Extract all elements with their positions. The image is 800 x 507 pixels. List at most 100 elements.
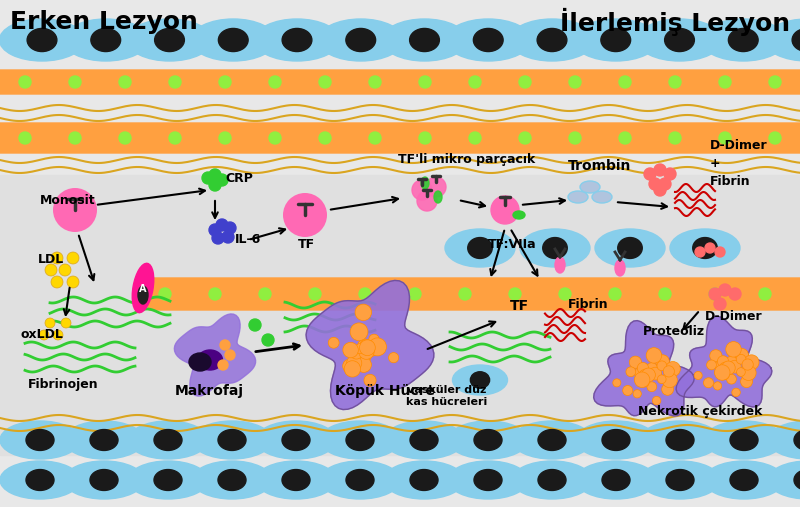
Circle shape <box>721 364 730 373</box>
Ellipse shape <box>192 421 272 459</box>
Circle shape <box>45 264 57 276</box>
Ellipse shape <box>384 421 464 459</box>
Circle shape <box>718 356 729 367</box>
Ellipse shape <box>446 19 530 61</box>
Circle shape <box>639 364 648 373</box>
Circle shape <box>735 348 749 362</box>
Ellipse shape <box>256 461 336 499</box>
Circle shape <box>638 369 652 383</box>
Ellipse shape <box>0 461 80 499</box>
Ellipse shape <box>434 191 442 203</box>
Circle shape <box>369 132 381 144</box>
Ellipse shape <box>768 461 800 499</box>
Circle shape <box>369 338 386 356</box>
Circle shape <box>622 385 633 395</box>
Ellipse shape <box>218 28 248 52</box>
Ellipse shape <box>637 19 722 61</box>
Circle shape <box>662 383 674 395</box>
Circle shape <box>209 169 221 181</box>
Circle shape <box>359 288 371 300</box>
Circle shape <box>459 288 471 300</box>
Ellipse shape <box>445 229 515 267</box>
Ellipse shape <box>601 28 630 52</box>
Circle shape <box>656 355 670 369</box>
Ellipse shape <box>474 429 502 450</box>
Ellipse shape <box>666 429 694 450</box>
Circle shape <box>53 330 63 340</box>
Circle shape <box>729 288 741 300</box>
Circle shape <box>469 132 481 144</box>
Circle shape <box>389 352 398 363</box>
Ellipse shape <box>198 350 222 370</box>
Ellipse shape <box>640 421 720 459</box>
Ellipse shape <box>512 461 592 499</box>
Ellipse shape <box>282 28 312 52</box>
Ellipse shape <box>318 19 403 61</box>
Ellipse shape <box>538 429 566 450</box>
Circle shape <box>769 132 781 144</box>
Circle shape <box>642 368 655 382</box>
Circle shape <box>269 76 281 88</box>
Circle shape <box>366 346 377 356</box>
Circle shape <box>732 388 740 396</box>
Circle shape <box>634 372 650 387</box>
Circle shape <box>350 346 363 359</box>
Text: Fibrin: Fibrin <box>568 298 609 311</box>
Circle shape <box>419 132 431 144</box>
Ellipse shape <box>0 421 80 459</box>
Ellipse shape <box>792 28 800 52</box>
Circle shape <box>262 334 274 346</box>
Ellipse shape <box>510 19 594 61</box>
Text: Proteoliz: Proteoliz <box>643 325 705 338</box>
Ellipse shape <box>468 238 492 259</box>
Ellipse shape <box>474 469 502 490</box>
Circle shape <box>710 350 722 362</box>
Circle shape <box>51 252 63 264</box>
Circle shape <box>419 76 431 88</box>
Ellipse shape <box>26 429 54 450</box>
Ellipse shape <box>218 469 246 490</box>
Circle shape <box>726 342 742 357</box>
Circle shape <box>720 371 729 380</box>
Ellipse shape <box>765 19 800 61</box>
Circle shape <box>519 76 531 88</box>
Circle shape <box>59 264 71 276</box>
Circle shape <box>169 76 181 88</box>
Ellipse shape <box>26 469 54 490</box>
Circle shape <box>644 168 656 180</box>
Circle shape <box>569 132 581 144</box>
Ellipse shape <box>27 28 57 52</box>
Ellipse shape <box>704 461 784 499</box>
Circle shape <box>409 288 421 300</box>
Circle shape <box>709 288 721 300</box>
Circle shape <box>729 360 741 373</box>
Circle shape <box>635 366 649 380</box>
Circle shape <box>705 243 715 253</box>
Circle shape <box>222 231 234 243</box>
Ellipse shape <box>568 191 588 203</box>
Circle shape <box>358 344 374 359</box>
Circle shape <box>209 179 221 191</box>
Ellipse shape <box>580 181 600 193</box>
Ellipse shape <box>154 28 184 52</box>
Circle shape <box>741 376 753 387</box>
Ellipse shape <box>555 257 565 273</box>
Polygon shape <box>594 320 694 416</box>
Ellipse shape <box>346 28 376 52</box>
Circle shape <box>355 343 366 354</box>
Ellipse shape <box>513 211 525 219</box>
Ellipse shape <box>138 286 148 304</box>
Ellipse shape <box>665 28 694 52</box>
Ellipse shape <box>64 421 144 459</box>
Circle shape <box>664 168 676 180</box>
Circle shape <box>715 247 725 257</box>
Circle shape <box>469 76 481 88</box>
Ellipse shape <box>346 469 374 490</box>
Text: TF: TF <box>298 238 315 251</box>
Circle shape <box>426 177 446 197</box>
Ellipse shape <box>794 469 800 490</box>
Circle shape <box>269 132 281 144</box>
Polygon shape <box>174 314 256 396</box>
Circle shape <box>169 132 181 144</box>
Text: TF'li mikro parçacık: TF'li mikro parçacık <box>398 153 535 166</box>
